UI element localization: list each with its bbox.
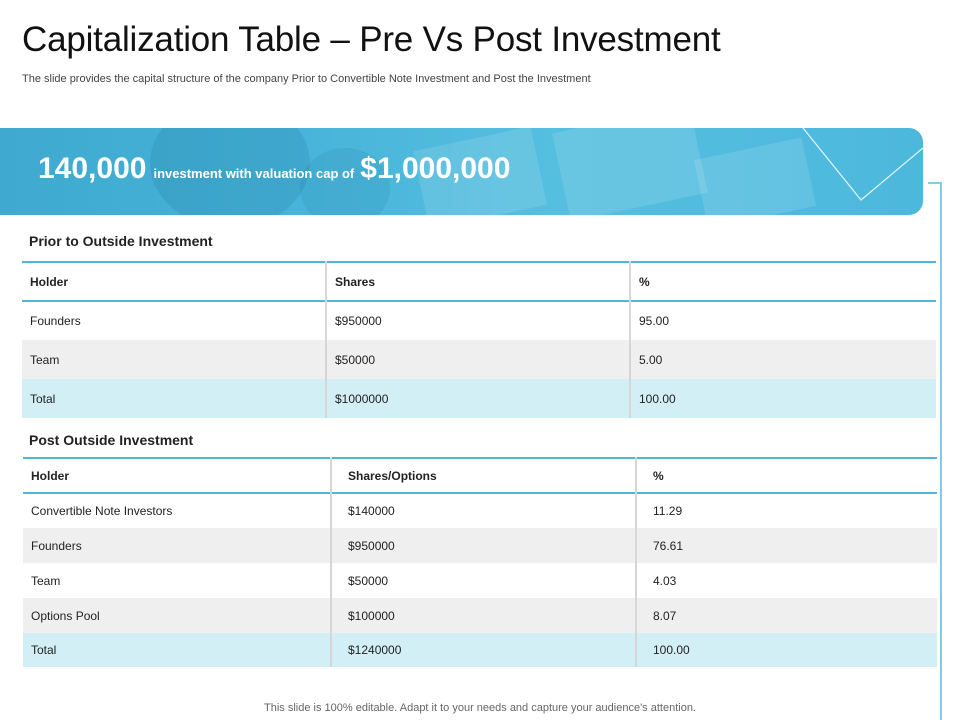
table-row: Founders $950000 95.00 — [22, 301, 936, 340]
table-cell: $50000 — [325, 340, 630, 379]
table-row: Options Pool $100000 8.07 — [23, 598, 937, 633]
banner-headline: 140,000 investment with valuation cap of… — [38, 152, 510, 186]
table-cell: Options Pool — [31, 608, 100, 623]
table-cell: Total — [31, 643, 57, 657]
table-cell: $1000000 — [325, 379, 630, 418]
table-cell: Team — [30, 352, 60, 367]
table-cell: 5.00 — [629, 340, 936, 379]
footer-note: This slide is 100% editable. Adapt it to… — [264, 702, 696, 714]
table-cell: 100.00 — [635, 633, 937, 667]
table-cell: 100.00 — [629, 379, 936, 418]
post-section-title: Post Outside Investment — [29, 432, 194, 448]
investment-amount: 140,000 — [38, 152, 147, 185]
column-header: Shares — [325, 262, 630, 301]
table-cell: 95.00 — [629, 301, 936, 340]
table-cell: Total — [30, 391, 56, 406]
chevron-decoration-icon — [802, 128, 923, 201]
column-header: % — [629, 262, 936, 301]
post-investment-table: Holder Shares/Options % Convertible Note… — [23, 457, 937, 667]
table-cell: $140000 — [330, 493, 636, 528]
table-cell: $950000 — [325, 301, 630, 340]
table-cell: 8.07 — [635, 598, 937, 633]
table-total-row: Total $1000000 100.00 — [22, 379, 936, 418]
banner-middle-text: investment with valuation cap of — [153, 166, 355, 181]
decorative-border-cap — [928, 182, 942, 184]
table-cell: $100000 — [330, 598, 636, 633]
column-header: Shares/Options — [330, 458, 636, 493]
table-cell: Convertible Note Investors — [31, 504, 173, 518]
table-header-row: Holder Shares/Options % — [23, 458, 937, 493]
table-header-row: Holder Shares % — [22, 262, 936, 301]
table-cell: 11.29 — [635, 493, 937, 528]
prior-section-title: Prior to Outside Investment — [29, 233, 213, 249]
table-row: Convertible Note Investors $140000 11.29 — [23, 493, 937, 528]
table-cell: 4.03 — [635, 563, 937, 598]
table-row: Founders $950000 76.61 — [23, 528, 937, 563]
investment-banner: 140,000 investment with valuation cap of… — [0, 128, 923, 215]
column-header: % — [635, 458, 937, 493]
table-cell: Founders — [30, 314, 81, 328]
column-header: Holder — [31, 468, 70, 483]
table-cell: $950000 — [330, 528, 636, 563]
table-cell: Team — [31, 573, 61, 588]
decorative-border — [940, 182, 942, 720]
table-cell: 76.61 — [635, 528, 937, 563]
column-header: Holder — [30, 274, 69, 289]
table-total-row: Total $1240000 100.00 — [23, 633, 937, 667]
page-subtitle: The slide provides the capital structure… — [22, 73, 591, 85]
valuation-cap: $1,000,000 — [360, 152, 511, 185]
prior-investment-table: Holder Shares % Founders $950000 95.00 T… — [22, 261, 936, 418]
table-cell: $50000 — [330, 563, 636, 598]
table-cell: Founders — [31, 538, 82, 553]
table-cell: $1240000 — [330, 633, 636, 667]
page-title: Capitalization Table – Pre Vs Post Inves… — [22, 20, 721, 59]
table-row: Team $50000 4.03 — [23, 563, 937, 598]
table-row: Team $50000 5.00 — [22, 340, 936, 379]
